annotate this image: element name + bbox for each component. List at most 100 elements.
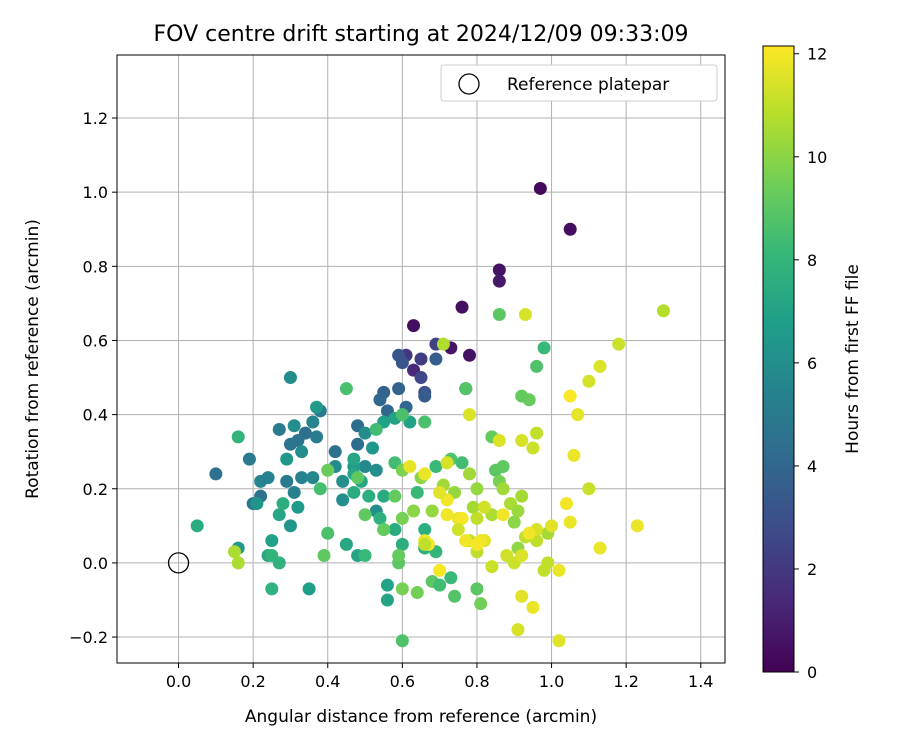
data-point (515, 489, 529, 503)
data-point (511, 504, 525, 518)
data-point (283, 371, 297, 385)
colorbar-label: Hours from first FF file (843, 264, 863, 454)
data-point (265, 534, 279, 548)
data-point (373, 393, 387, 407)
data-point (306, 471, 320, 485)
data-point (433, 578, 447, 592)
data-point (395, 537, 409, 551)
data-point (392, 348, 406, 362)
data-point (283, 519, 297, 533)
x-axis-ticks: 0.0 0.2 0.4 0.6 0.8 1.0 1.2 1.4 (166, 663, 713, 691)
data-point (272, 556, 286, 570)
data-point (436, 337, 450, 351)
colorbar-tick-label: 10 (807, 148, 827, 167)
data-point (414, 352, 428, 366)
data-point (310, 400, 324, 414)
data-point (358, 426, 372, 440)
data-point (451, 523, 465, 537)
x-tick-label: 1.4 (688, 672, 713, 691)
data-point (515, 548, 529, 562)
data-point (440, 456, 454, 470)
data-point (496, 460, 510, 474)
data-point (492, 263, 506, 277)
data-point (433, 485, 447, 499)
data-point (582, 482, 596, 496)
legend-marker-open-circle (458, 73, 480, 95)
data-point (395, 634, 409, 648)
data-point (321, 526, 335, 540)
data-point (511, 623, 525, 637)
data-point (429, 352, 443, 366)
data-point (388, 523, 402, 537)
y-axis-ticks: −0.2 0.0 0.2 0.4 0.6 0.8 1.0 1.2 (69, 109, 117, 647)
x-tick-label: 1.2 (613, 672, 638, 691)
data-point (462, 467, 476, 481)
data-point (407, 319, 421, 333)
data-point (541, 556, 555, 570)
data-point (485, 560, 499, 574)
data-point (380, 578, 394, 592)
colorbar-tick-label: 12 (807, 45, 827, 64)
data-point (563, 222, 577, 236)
data-point (407, 504, 421, 518)
data-point (630, 519, 644, 533)
data-point (190, 519, 204, 533)
data-point (470, 537, 484, 551)
data-point (582, 374, 596, 388)
data-point (231, 556, 245, 570)
colorbar-tick-label: 8 (807, 251, 817, 270)
data-point (418, 537, 432, 551)
data-point (321, 463, 335, 477)
data-point (459, 382, 473, 396)
y-axis-label: Rotation from reference (arcmin) (23, 219, 43, 499)
y-tick-label: 1.2 (83, 109, 108, 128)
colorbar-tick-label: 0 (807, 663, 817, 682)
data-point (410, 586, 424, 600)
data-point (470, 511, 484, 525)
data-point (552, 634, 566, 648)
data-point (272, 508, 286, 522)
legend-box (440, 64, 718, 102)
data-point (537, 341, 551, 355)
data-point (455, 456, 469, 470)
data-point (418, 415, 432, 429)
data-point (429, 460, 443, 474)
data-point (470, 582, 484, 596)
chart-title: FOV centre drift starting at 2024/12/09 … (154, 22, 689, 47)
data-point (291, 500, 305, 514)
data-point (455, 300, 469, 314)
data-point (395, 582, 409, 596)
legend-label: Reference platepar (507, 75, 669, 95)
data-point (515, 389, 529, 403)
plot-frame (116, 54, 726, 664)
data-point (459, 534, 473, 548)
data-point (414, 371, 428, 385)
data-point (418, 523, 432, 537)
data-point (470, 482, 484, 496)
data-point (276, 497, 290, 511)
data-point (317, 548, 331, 562)
data-point (287, 419, 301, 433)
data-point (462, 408, 476, 422)
y-tick-label: 0.0 (83, 554, 108, 573)
data-point (571, 408, 585, 422)
x-axis-label: Angular distance from reference (arcmin) (245, 707, 597, 727)
data-point (515, 434, 529, 448)
data-point (496, 482, 510, 496)
data-point (559, 497, 573, 511)
data-point (250, 497, 264, 511)
data-point (545, 519, 559, 533)
y-tick-label: 0.2 (83, 480, 108, 499)
data-point (496, 508, 510, 522)
x-tick-label: 0.0 (166, 672, 191, 691)
y-tick-label: −0.2 (69, 628, 108, 647)
data-point (462, 348, 476, 362)
data-point (563, 389, 577, 403)
data-point (656, 304, 670, 318)
data-point (612, 337, 626, 351)
data-point (295, 471, 309, 485)
data-point (440, 508, 454, 522)
data-point (492, 274, 506, 288)
data-point (369, 422, 383, 436)
